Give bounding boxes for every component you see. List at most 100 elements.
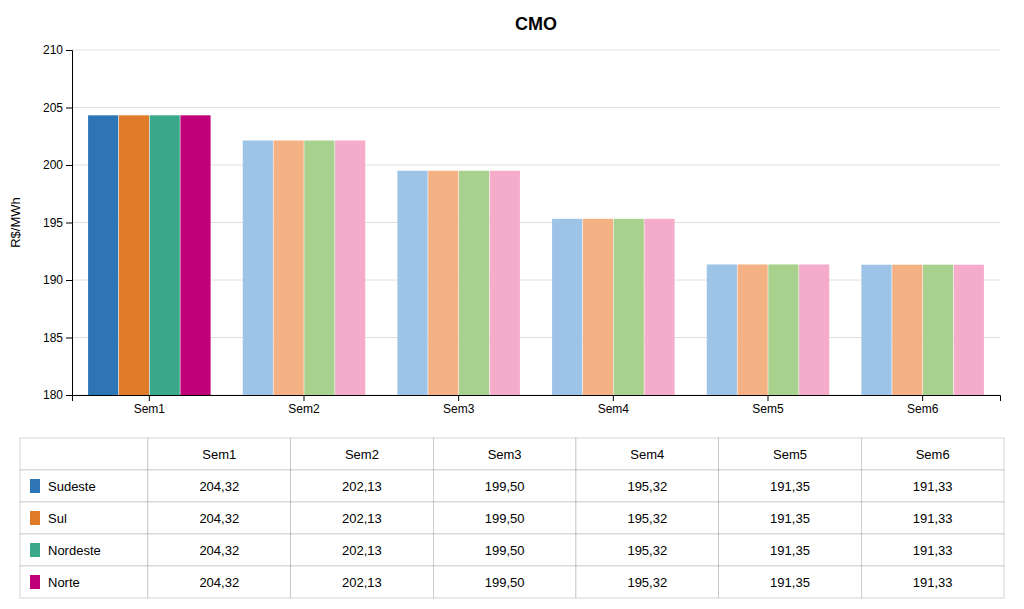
bar bbox=[243, 141, 273, 395]
table-cell bbox=[719, 438, 862, 470]
tick-label: 180 bbox=[43, 388, 63, 402]
tick: Sem2 bbox=[288, 395, 320, 416]
table-cell bbox=[433, 534, 576, 566]
title: CMO bbox=[515, 14, 557, 34]
table-value: 202,13 bbox=[342, 575, 382, 590]
tick-mark bbox=[66, 165, 72, 166]
table-cell bbox=[576, 566, 719, 598]
bar bbox=[552, 219, 582, 395]
table-value: 204,32 bbox=[199, 543, 239, 558]
grid-line bbox=[72, 107, 1000, 108]
table-value: 191,35 bbox=[770, 543, 810, 558]
tick-mark bbox=[66, 395, 72, 396]
tick-label: Sem3 bbox=[443, 402, 475, 416]
table-cell bbox=[433, 566, 576, 598]
table-cell bbox=[148, 502, 291, 534]
legend-label: Nordeste bbox=[48, 543, 101, 558]
table-value: 204,32 bbox=[199, 575, 239, 590]
table-cell bbox=[576, 502, 719, 534]
table-value: 191,33 bbox=[913, 543, 953, 558]
bar bbox=[397, 171, 427, 395]
bar bbox=[738, 264, 768, 395]
tick-mark bbox=[922, 395, 923, 401]
bar bbox=[304, 141, 334, 395]
axis-line bbox=[66, 51, 73, 396]
table-cell bbox=[291, 534, 434, 566]
table-cell bbox=[291, 502, 434, 534]
bar bbox=[119, 115, 149, 395]
table-value: 191,35 bbox=[770, 575, 810, 590]
bar bbox=[150, 115, 180, 395]
table-cell bbox=[433, 438, 576, 470]
tick-mark bbox=[304, 395, 305, 401]
grid-line bbox=[72, 222, 1000, 223]
legend-swatch bbox=[30, 479, 40, 493]
grid-line bbox=[72, 165, 1000, 166]
plot: 180185190195200205210Sem1Sem2Sem3Sem4Sem… bbox=[43, 43, 1001, 415]
table-cell bbox=[291, 470, 434, 502]
legend-label: Norte bbox=[48, 575, 80, 590]
table-value: 199,50 bbox=[485, 543, 525, 558]
legend-swatch bbox=[30, 575, 40, 589]
legend-label: Sudeste bbox=[48, 479, 96, 494]
tick: Sem1 bbox=[134, 395, 166, 416]
tick-label: 195 bbox=[43, 216, 63, 230]
table-value: 199,50 bbox=[485, 479, 525, 494]
tick: 195 bbox=[43, 216, 72, 230]
tick-mark bbox=[66, 338, 72, 339]
bar bbox=[861, 265, 891, 395]
table-value: 191,33 bbox=[913, 575, 953, 590]
grid-line bbox=[72, 280, 1000, 281]
table-value: 202,13 bbox=[342, 511, 382, 526]
bar bbox=[923, 265, 953, 395]
table-cell bbox=[719, 534, 862, 566]
legend-swatch bbox=[30, 511, 40, 525]
table-value: 199,50 bbox=[485, 511, 525, 526]
legend-label: Sul bbox=[48, 511, 67, 526]
bars bbox=[88, 115, 984, 395]
legend-swatch bbox=[30, 543, 40, 557]
table-cell bbox=[719, 502, 862, 534]
table-value: 191,35 bbox=[770, 479, 810, 494]
grid-line bbox=[72, 337, 1000, 338]
table-header: Sem1 bbox=[202, 447, 236, 462]
bar bbox=[799, 264, 829, 395]
tick-label: 210 bbox=[43, 43, 63, 57]
grid bbox=[72, 50, 1000, 395]
table-value: 202,13 bbox=[342, 543, 382, 558]
table-cell bbox=[20, 470, 148, 502]
tick-mark bbox=[458, 395, 459, 401]
bar bbox=[88, 115, 118, 395]
table-value: 191,35 bbox=[770, 511, 810, 526]
tick: 190 bbox=[43, 273, 72, 287]
tick: 185 bbox=[43, 331, 72, 345]
tick: Sem6 bbox=[907, 395, 939, 416]
bar bbox=[583, 219, 613, 395]
table-header: Sem5 bbox=[773, 447, 807, 462]
table-cell bbox=[433, 502, 576, 534]
chart: 180185190195200205210Sem1Sem2Sem3Sem4Sem… bbox=[0, 0, 1024, 609]
table-value: 202,13 bbox=[342, 479, 382, 494]
tick-label: Sem5 bbox=[752, 402, 784, 416]
tick-label: Sem1 bbox=[134, 402, 166, 416]
table-cell bbox=[433, 470, 576, 502]
table-value: 199,50 bbox=[485, 575, 525, 590]
tick-mark bbox=[149, 395, 150, 401]
tick-label: 185 bbox=[43, 331, 63, 345]
bar bbox=[644, 219, 674, 395]
table-cell bbox=[861, 534, 1004, 566]
table-header: Sem6 bbox=[916, 447, 950, 462]
table-header: Sem4 bbox=[630, 447, 664, 462]
bar bbox=[274, 141, 304, 395]
table-cell bbox=[719, 566, 862, 598]
table-cell bbox=[861, 438, 1004, 470]
table-value: 191,33 bbox=[913, 479, 953, 494]
grid-line bbox=[72, 50, 1000, 51]
table-cell bbox=[20, 502, 148, 534]
bar bbox=[490, 171, 520, 395]
table-cell bbox=[20, 534, 148, 566]
tick: 200 bbox=[43, 158, 72, 172]
bar bbox=[954, 265, 984, 395]
table-cell bbox=[20, 566, 148, 598]
x-axis: Sem1Sem2Sem3Sem4Sem5Sem6 bbox=[73, 395, 1001, 416]
